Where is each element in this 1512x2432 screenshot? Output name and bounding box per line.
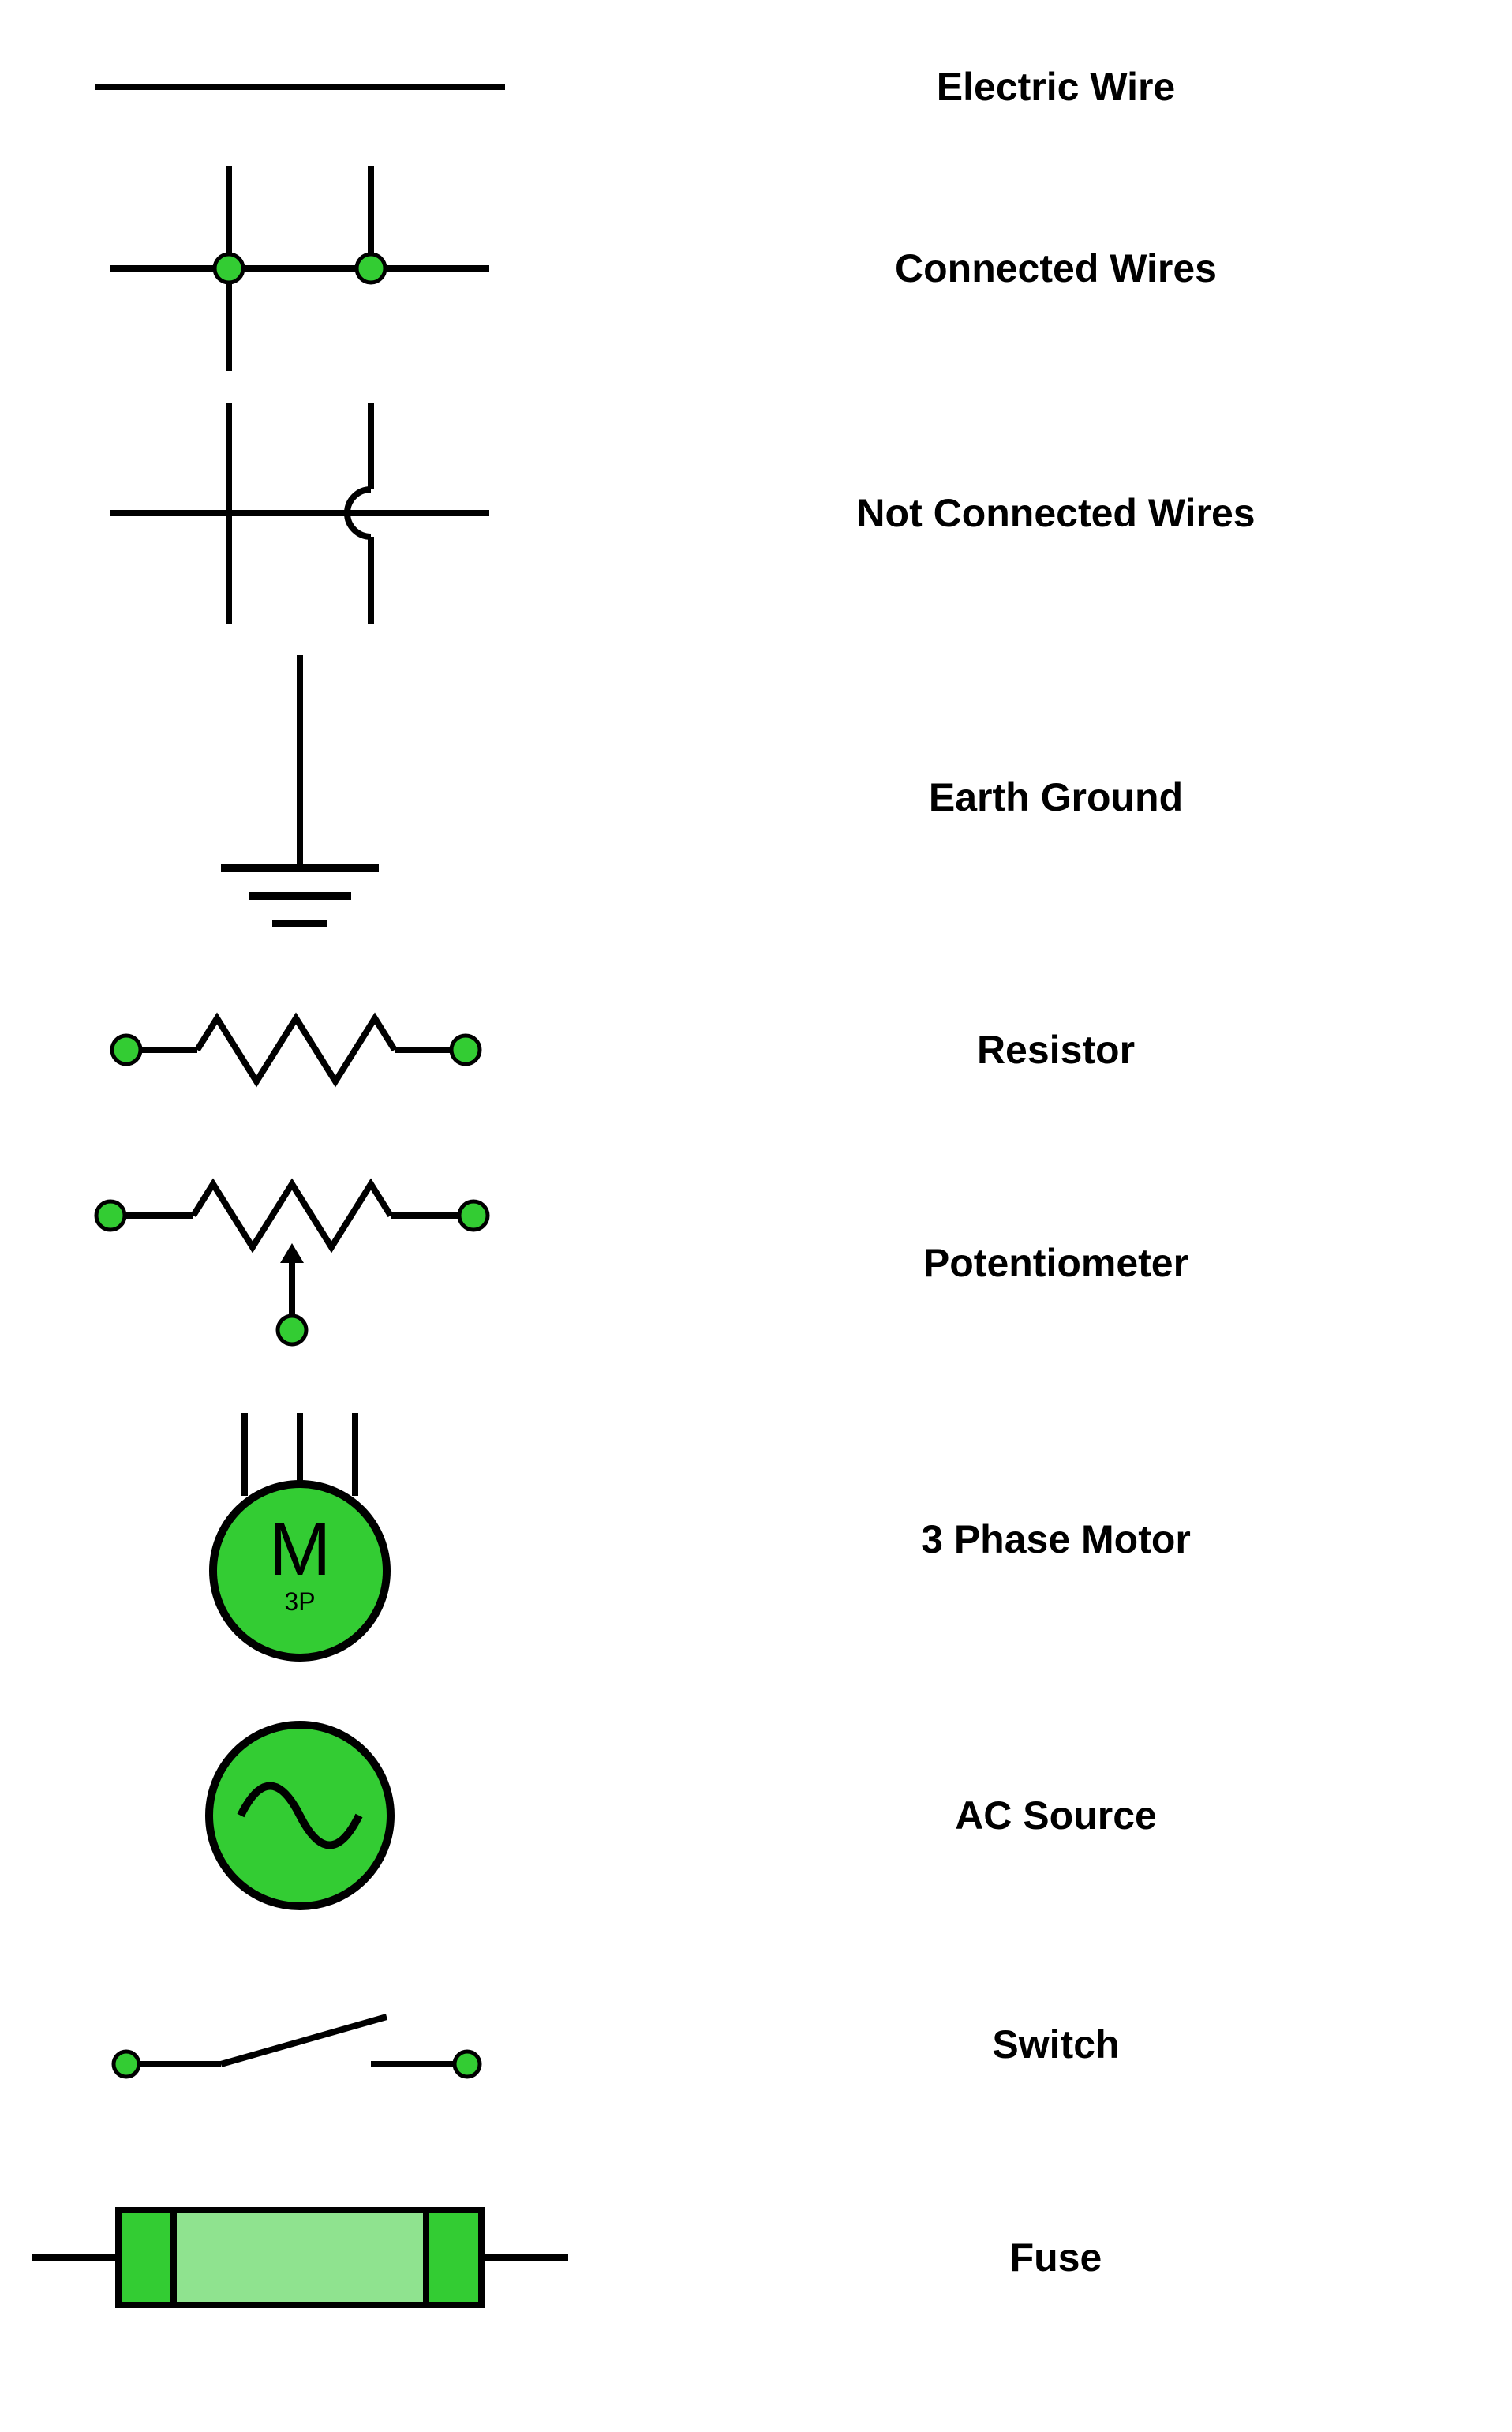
motor-M-text: M bbox=[268, 1508, 331, 1591]
label-ac-source: AC Source bbox=[600, 1793, 1512, 1838]
label-electric-wire: Electric Wire bbox=[600, 64, 1512, 110]
symbol-potentiometer bbox=[0, 1168, 600, 1358]
symbol-three-phase-motor: M 3P bbox=[0, 1405, 600, 1673]
electrical-symbols-table: Electric Wire Connected Wires bbox=[0, 0, 1512, 2432]
label-resistor: Resistor bbox=[600, 1027, 1512, 1073]
label-connected-wires: Connected Wires bbox=[600, 245, 1512, 291]
symbol-connected-wires bbox=[0, 158, 600, 379]
symbol-earth-ground bbox=[0, 647, 600, 947]
row-connected-wires: Connected Wires bbox=[0, 158, 1512, 379]
symbol-fuse bbox=[0, 2179, 600, 2336]
row-not-connected-wires: Not Connected Wires bbox=[0, 395, 1512, 631]
row-resistor: Resistor bbox=[0, 971, 1512, 1129]
symbol-resistor bbox=[0, 1002, 600, 1097]
row-potentiometer: Potentiometer bbox=[0, 1152, 1512, 1373]
symbol-not-connected-wires bbox=[0, 395, 600, 631]
row-fuse: Fuse bbox=[0, 2147, 1512, 2368]
symbol-electric-wire bbox=[0, 71, 600, 103]
symbol-ac-source bbox=[0, 1713, 600, 1918]
label-potentiometer: Potentiometer bbox=[600, 1240, 1512, 1286]
motor-3P-text: 3P bbox=[284, 1587, 315, 1616]
label-not-connected-wires: Not Connected Wires bbox=[600, 490, 1512, 536]
row-ac-source: AC Source bbox=[0, 1705, 1512, 1926]
label-fuse: Fuse bbox=[600, 2235, 1512, 2280]
row-electric-wire: Electric Wire bbox=[0, 32, 1512, 142]
label-three-phase-motor: 3 Phase Motor bbox=[600, 1516, 1512, 1562]
label-earth-ground: Earth Ground bbox=[600, 774, 1512, 820]
row-switch: Switch bbox=[0, 1965, 1512, 2123]
row-three-phase-motor: M 3P 3 Phase Motor bbox=[0, 1405, 1512, 1673]
row-earth-ground: Earth Ground bbox=[0, 647, 1512, 947]
symbol-switch bbox=[0, 1989, 600, 2100]
label-switch: Switch bbox=[600, 2022, 1512, 2067]
